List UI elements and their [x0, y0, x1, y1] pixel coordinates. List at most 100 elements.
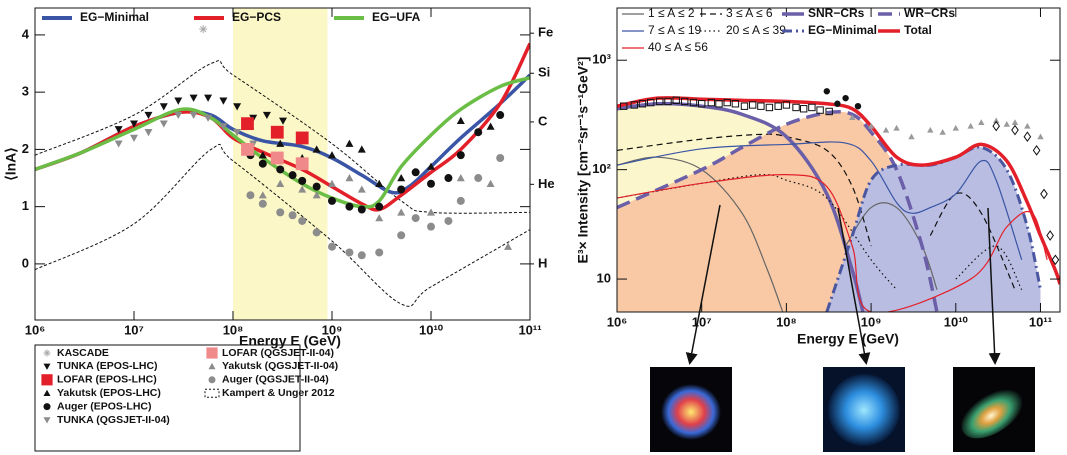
- marker: [358, 251, 366, 259]
- marker: [345, 248, 353, 256]
- marker: [289, 211, 297, 219]
- marker: [496, 154, 504, 162]
- legend-label: Yakutsk (EPOS-LHC): [57, 387, 161, 399]
- marker: [328, 243, 336, 251]
- marker: [397, 231, 405, 239]
- y-tick-label: 10³: [592, 52, 611, 67]
- y-axis-title: E³× Intensity [cm⁻²sr⁻¹s⁻¹GeV²]: [575, 57, 591, 264]
- legend-label: 40 ≤ A ≤ 56: [648, 40, 708, 54]
- figure: 10⁶ 10⁷ 10⁸ 10⁹ 10¹⁰ 10¹¹ 0 1 2 3 4 Fe Si C He H Energy …: [0, 0, 1067, 455]
- marker: [271, 126, 284, 139]
- legend-label: WR−CRs: [904, 6, 955, 20]
- x-tick-label: 10⁶: [25, 322, 45, 337]
- element-label: C: [538, 113, 548, 128]
- legend-label: Auger (QGSJET-II-04): [222, 374, 329, 386]
- legend-label: KASCADE: [57, 347, 109, 359]
- marker: [412, 168, 420, 176]
- marker: [259, 160, 267, 168]
- legend-label: 7 ≤ A ≤ 19: [648, 23, 702, 37]
- legend-label: EG−Minimal: [80, 10, 149, 24]
- marker: [313, 183, 321, 191]
- marker: [313, 228, 321, 236]
- element-label: H: [538, 255, 547, 270]
- page: 10⁶ 10⁷ 10⁸ 10⁹ 10¹⁰ 10¹¹ 0 1 2 3 4 Fe Si C He H Energy …: [0, 0, 1067, 455]
- marker: [199, 25, 207, 33]
- image-wr-bubble: [828, 374, 900, 446]
- marker: [44, 403, 51, 410]
- element-label: He: [538, 176, 555, 191]
- marker: [824, 88, 830, 94]
- plot-content: [617, 88, 1060, 323]
- x-tick-label: 10⁸: [776, 314, 797, 329]
- legend-label: Total: [904, 23, 932, 37]
- legend-label: LOFAR (EPOS-LHC): [57, 374, 157, 386]
- legend-label: 3 ≤ A ≤ 6: [726, 6, 773, 20]
- marker: [276, 165, 284, 173]
- marker: [328, 197, 336, 205]
- marker: [444, 174, 452, 182]
- marker: [375, 203, 383, 211]
- marker: [842, 95, 848, 101]
- marker: [276, 208, 284, 216]
- y-tick-label: 1: [22, 198, 29, 213]
- y-tick-label: 4: [22, 26, 30, 41]
- marker: [41, 374, 52, 385]
- x-tick-label: 10¹¹: [1029, 314, 1052, 329]
- legend-label: 1 ≤ A ≤ 2: [648, 6, 695, 20]
- marker: [44, 350, 51, 357]
- legend-label: Kampert & Unger 2012: [222, 387, 335, 399]
- marker: [259, 200, 267, 208]
- y-tick-label: 3: [22, 84, 29, 99]
- marker: [474, 174, 482, 182]
- marker: [296, 132, 309, 145]
- marker: [444, 217, 452, 225]
- x-tick-label: 10¹⁰: [419, 322, 444, 337]
- x-axis-title: Energy E (GeV): [797, 331, 899, 347]
- legend-label: TUNKA (EPOS-LHC): [57, 360, 158, 372]
- legend-label: SNR−CRs: [808, 6, 865, 20]
- x-tick-label: 10⁷: [124, 322, 144, 337]
- image-snr-nebula: [661, 384, 721, 440]
- x-tick-label: 10⁷: [692, 314, 712, 329]
- marker: [241, 143, 254, 156]
- marker: [345, 203, 353, 211]
- marker: [289, 171, 297, 179]
- x-tick-label: 10¹¹: [518, 322, 541, 337]
- element-label: Fe: [538, 25, 553, 40]
- y-tick-label: 10: [597, 270, 611, 285]
- legend-label: LOFAR (QGSJET-II-04): [222, 347, 334, 359]
- legend-label: 20 ≤ A ≤ 39: [726, 23, 786, 37]
- marker: [397, 185, 405, 193]
- x-tick-label: 10⁶: [607, 314, 627, 329]
- legend-label: EG−Minimal: [808, 23, 877, 37]
- y-tick-label: 2: [22, 141, 29, 156]
- element-label: Si: [538, 65, 550, 80]
- marker: [206, 347, 217, 358]
- marker: [298, 217, 306, 225]
- marker: [298, 177, 306, 185]
- x-tick-label: 10¹⁰: [944, 314, 969, 329]
- legend-label: Auger (EPOS-LHC): [57, 400, 152, 412]
- y-axis-title: ⟨lnA⟩: [3, 147, 19, 180]
- marker: [375, 248, 383, 256]
- marker: [296, 157, 309, 170]
- marker: [855, 103, 861, 109]
- legend-label: EG−UFA: [372, 10, 421, 24]
- y-tick-label: 0: [22, 255, 29, 270]
- marker: [271, 152, 284, 165]
- y-tick-label: 10²: [592, 161, 611, 176]
- marker: [496, 111, 504, 119]
- marker: [412, 214, 420, 222]
- marker: [457, 151, 465, 159]
- legend-label: Yakutsk (QGSJET-II-04): [222, 360, 338, 372]
- marker: [358, 206, 366, 214]
- x-tick-label: 10⁹: [861, 314, 882, 329]
- marker: [457, 197, 465, 205]
- marker: [834, 101, 840, 107]
- marker: [427, 180, 435, 188]
- marker: [209, 376, 216, 383]
- marker: [427, 223, 435, 231]
- right-chart: 10⁶ 10⁷ 10⁸ 10⁹ 10¹⁰ 10¹¹ 10 10² 10³ Energy E (Ge…: [575, 6, 1060, 347]
- marker: [246, 191, 254, 199]
- legend-label: TUNKA (QGSJET-II-04): [57, 414, 170, 426]
